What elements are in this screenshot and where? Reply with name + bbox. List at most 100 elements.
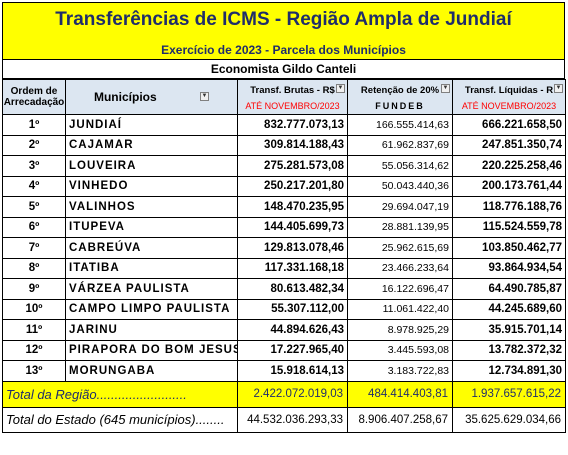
municipality-cell: MORUNGABA bbox=[65, 360, 238, 382]
gross-transfer-cell: 250.217.201,80 bbox=[237, 175, 348, 197]
total-state-gross: 44.532.036.293,33 bbox=[237, 406, 348, 433]
total-state-net: 35.625.629.034,66 bbox=[452, 406, 566, 433]
net-transfer-cell: 93.864.934,54 bbox=[452, 257, 566, 279]
municipality-cell: VINHEDO bbox=[65, 175, 238, 197]
municipality-cell: ITATIBA bbox=[65, 257, 238, 279]
municipality-cell: PIRAPORA DO BOM JESUS bbox=[65, 339, 238, 361]
fundeb-retention-cell: 25.962.615,69 bbox=[347, 237, 453, 259]
transfers-table: Ordem de Arrecadação Municípios ▼ Transf… bbox=[2, 79, 566, 433]
fundeb-retention-cell: 55.056.314,62 bbox=[347, 155, 453, 177]
rank-cell: 1º bbox=[2, 114, 66, 136]
net-transfer-cell: 118.776.188,76 bbox=[452, 196, 566, 218]
column-header-ordem: Ordem de Arrecadação bbox=[2, 79, 66, 115]
title-block: Transferências de ICMS - Região Ampla de… bbox=[2, 2, 565, 60]
gross-transfer-cell: 832.777.073,13 bbox=[237, 114, 348, 136]
table-row: 9º VÁRZEA PAULISTA 80.613.482,34 16.122.… bbox=[2, 278, 566, 300]
fundeb-retention-cell: 166.555.414,63 bbox=[347, 114, 453, 136]
rank-cell: 13º bbox=[2, 360, 66, 382]
fundeb-retention-cell: 50.043.440,36 bbox=[347, 175, 453, 197]
rank-cell: 11º bbox=[2, 319, 66, 341]
column-header-retencao: Retenção de 20% FUNDEB ▼ bbox=[347, 79, 453, 115]
gross-transfer-cell: 44.894.626,43 bbox=[237, 319, 348, 341]
table-row: 7º CABREÚVA 129.813.078,46 25.962.615,69… bbox=[2, 237, 566, 259]
total-region-retention: 484.414.403,81 bbox=[347, 380, 453, 408]
table-row: 5º VALINHOS 148.470.235,95 29.694.047,19… bbox=[2, 196, 566, 218]
gross-transfer-cell: 55.307.112,00 bbox=[237, 298, 348, 320]
fundeb-retention-cell: 3.183.722,83 bbox=[347, 360, 453, 382]
total-state-retention: 8.906.407.258,67 bbox=[347, 406, 453, 433]
municipality-cell: VALINHOS bbox=[65, 196, 238, 218]
rank-cell: 10º bbox=[2, 298, 66, 320]
gross-transfer-cell: 309.814.188,43 bbox=[237, 134, 348, 156]
filter-dropdown-icon[interactable]: ▼ bbox=[200, 92, 209, 102]
net-transfer-cell: 220.225.258,46 bbox=[452, 155, 566, 177]
net-transfer-cell: 12.734.891,30 bbox=[452, 360, 566, 382]
table-row: 11º JARINU 44.894.626,43 8.978.925,29 35… bbox=[2, 319, 566, 341]
rank-cell: 9º bbox=[2, 278, 66, 300]
municipality-cell: JARINU bbox=[65, 319, 238, 341]
gross-transfer-cell: 144.405.699,73 bbox=[237, 216, 348, 238]
gross-transfer-cell: 148.470.235,95 bbox=[237, 196, 348, 218]
municipality-cell: VÁRZEA PAULISTA bbox=[65, 278, 238, 300]
column-header-retencao-sub: FUNDEB bbox=[375, 101, 425, 111]
rank-cell: 7º bbox=[2, 237, 66, 259]
header-row: Ordem de Arrecadação Municípios ▼ Transf… bbox=[2, 79, 566, 115]
table-row: 1º JUNDIAÍ 832.777.073,13 166.555.414,63… bbox=[2, 114, 566, 136]
fundeb-retention-cell: 11.061.422,40 bbox=[347, 298, 453, 320]
column-header-brutas-label: Transf. Brutas - R$ bbox=[250, 85, 335, 96]
municipality-cell: JUNDIAÍ bbox=[65, 114, 238, 136]
table-row: 2º CAJAMAR 309.814.188,43 61.962.837,69 … bbox=[2, 134, 566, 156]
net-transfer-cell: 247.851.350,74 bbox=[452, 134, 566, 156]
table-row: 4º VINHEDO 250.217.201,80 50.043.440,36 … bbox=[2, 175, 566, 197]
filter-dropdown-icon[interactable]: ▼ bbox=[441, 84, 450, 93]
column-header-retencao-label: Retenção de 20% bbox=[360, 85, 440, 96]
municipality-cell: CABREÚVA bbox=[65, 237, 238, 259]
fundeb-retention-cell: 61.962.837,69 bbox=[347, 134, 453, 156]
column-header-municipios-label: Municípios bbox=[93, 90, 157, 104]
net-transfer-cell: 35.915.701,14 bbox=[452, 319, 566, 341]
column-header-municipios: Municípios ▼ bbox=[65, 79, 238, 115]
gross-transfer-cell: 129.813.078,46 bbox=[237, 237, 348, 259]
rank-cell: 8º bbox=[2, 257, 66, 279]
table-row: 12º PIRAPORA DO BOM JESUS 17.227.965,40 … bbox=[2, 339, 566, 361]
rank-cell: 3º bbox=[2, 155, 66, 177]
column-header-liquidas-label: Transf. Líquidas - R bbox=[464, 85, 554, 96]
page-title: Transferências de ICMS - Região Ampla de… bbox=[55, 9, 512, 30]
gross-transfer-cell: 17.227.965,40 bbox=[237, 339, 348, 361]
table-row: 8º ITATIBA 117.331.168,18 23.466.233,64 … bbox=[2, 257, 566, 279]
rank-cell: 12º bbox=[2, 339, 66, 361]
filter-dropdown-icon[interactable]: ▼ bbox=[554, 84, 563, 93]
column-header-brutas-period: ATÉ NOVEMBRO/2023 bbox=[245, 101, 340, 111]
gross-transfer-cell: 15.918.614,13 bbox=[237, 360, 348, 382]
municipality-cell: CAJAMAR bbox=[65, 134, 238, 156]
page-subtitle: Exercício de 2023 - Parcela dos Municípi… bbox=[161, 43, 406, 57]
table-row: 13º MORUNGABA 15.918.614,13 3.183.722,83… bbox=[2, 360, 566, 382]
total-state-row: Total do Estado (645 municípios)........… bbox=[2, 406, 566, 433]
total-region-net: 1.937.657.615,22 bbox=[452, 380, 566, 408]
total-region-row: Total da Região.........................… bbox=[2, 380, 566, 408]
net-transfer-cell: 44.245.689,60 bbox=[452, 298, 566, 320]
gross-transfer-cell: 275.281.573,08 bbox=[237, 155, 348, 177]
fundeb-retention-cell: 28.881.139,95 bbox=[347, 216, 453, 238]
net-transfer-cell: 666.221.658,50 bbox=[452, 114, 566, 136]
rank-cell: 6º bbox=[2, 216, 66, 238]
gross-transfer-cell: 80.613.482,34 bbox=[237, 278, 348, 300]
column-header-liquidas-period: ATÉ NOVEMBRO/2023 bbox=[461, 101, 557, 111]
net-transfer-cell: 115.524.559,78 bbox=[452, 216, 566, 238]
net-transfer-cell: 200.173.761,44 bbox=[452, 175, 566, 197]
filter-dropdown-icon[interactable]: ▼ bbox=[336, 84, 345, 93]
column-header-brutas: Transf. Brutas - R$ ATÉ NOVEMBRO/2023 ▼ bbox=[237, 79, 348, 115]
net-transfer-cell: 13.782.372,32 bbox=[452, 339, 566, 361]
net-transfer-cell: 103.850.462,77 bbox=[452, 237, 566, 259]
total-region-gross: 2.422.072.019,03 bbox=[237, 380, 348, 408]
table-row: 10º CAMPO LIMPO PAULISTA 55.307.112,00 1… bbox=[2, 298, 566, 320]
rank-cell: 5º bbox=[2, 196, 66, 218]
total-region-label: Total da Região......................... bbox=[2, 380, 238, 408]
total-state-label: Total do Estado (645 municípios)........ bbox=[2, 406, 238, 433]
rank-cell: 4º bbox=[2, 175, 66, 197]
author-label: Economista Gildo Canteli bbox=[2, 60, 565, 79]
table-row: 6º ITUPEVA 144.405.699,73 28.881.139,95 … bbox=[2, 216, 566, 238]
fundeb-retention-cell: 3.445.593,08 bbox=[347, 339, 453, 361]
fundeb-retention-cell: 16.122.696,47 bbox=[347, 278, 453, 300]
